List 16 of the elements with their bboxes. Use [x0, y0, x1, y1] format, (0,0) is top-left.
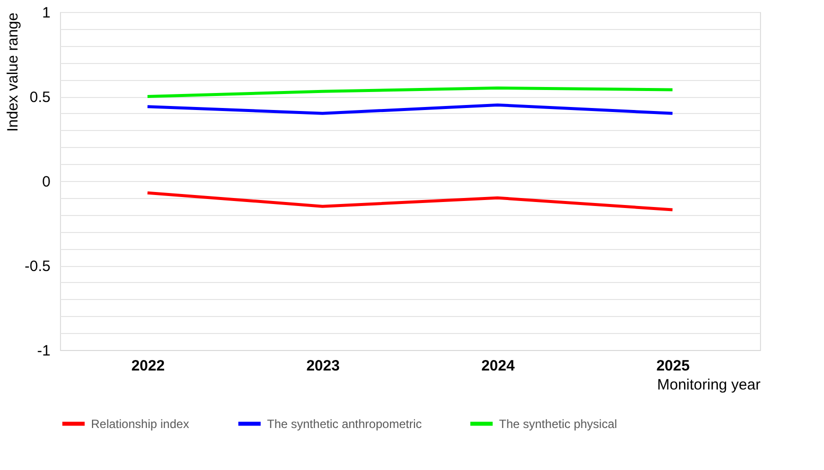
y-tick-label: 1 — [42, 4, 50, 22]
y-tick-label: -1 — [37, 342, 50, 360]
y-axis-title: Index value range — [4, 12, 22, 132]
y-tick-label: 0.5 — [30, 89, 50, 106]
line-series — [146, 86, 674, 98]
x-tick-label: 2023 — [306, 358, 340, 374]
x-tick-label: 2025 — [656, 358, 690, 374]
legend-label: The synthetic physical — [499, 416, 618, 431]
y-tick-label: -0.5 — [24, 258, 50, 275]
legend-label: The synthetic anthropometric — [267, 416, 422, 431]
line-series — [146, 191, 674, 212]
x-tick-label: 2022 — [131, 358, 165, 374]
legend-label: Relationship index — [91, 416, 190, 431]
x-tick-label: 2024 — [481, 358, 516, 374]
x-axis-title: Monitoring year — [657, 376, 760, 394]
y-tick-label: 0 — [42, 174, 50, 190]
